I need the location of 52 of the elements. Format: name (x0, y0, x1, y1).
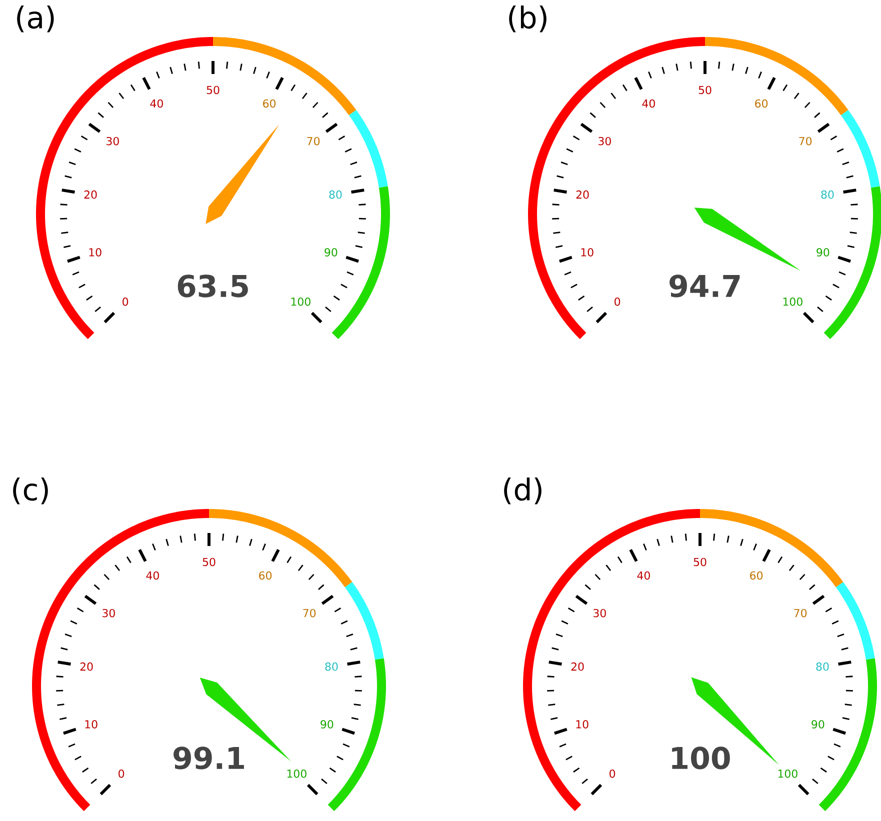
text: 70 (307, 136, 320, 146)
text: 70 (303, 608, 316, 618)
chart-title: (c) (13, 478, 48, 504)
text: 70 (799, 136, 812, 146)
text: 80 (329, 190, 342, 199)
text: 60 (750, 571, 763, 580)
text: 20 (571, 662, 584, 671)
text: 30 (598, 136, 611, 146)
text: 40 (146, 571, 159, 580)
text: 90 (812, 720, 824, 728)
text: 60 (259, 571, 272, 580)
text: 0 (614, 298, 620, 306)
text: 90 (320, 720, 334, 728)
text: 40 (642, 99, 655, 108)
text: 20 (80, 662, 93, 671)
text: 40 (637, 571, 650, 580)
text: 90 (816, 248, 830, 256)
text: 80 (816, 662, 829, 671)
text: 80 (325, 662, 338, 671)
text: 50 (698, 86, 712, 94)
text: 63.5 (178, 274, 248, 298)
text: 70 (794, 608, 807, 618)
text: 100 (672, 746, 730, 770)
text: 60 (263, 99, 276, 108)
chart-title: (d) (504, 478, 542, 504)
text: 99.1 (174, 746, 244, 770)
text: 60 (755, 99, 768, 108)
text: 0 (118, 770, 124, 778)
text: 30 (106, 136, 119, 146)
chart-title: (a) (17, 6, 54, 32)
text: 20 (84, 190, 97, 199)
text: 10 (576, 720, 588, 728)
text: 94.7 (670, 274, 740, 298)
text: 50 (694, 558, 706, 566)
chart-title: (b) (509, 6, 546, 32)
text: 10 (85, 720, 98, 728)
text: 30 (594, 608, 606, 618)
text: 100 (287, 770, 306, 778)
text: 30 (102, 608, 115, 618)
text: 0 (122, 298, 128, 306)
text: 80 (821, 190, 834, 199)
text: 10 (581, 248, 594, 256)
text: 50 (206, 86, 220, 94)
text: 40 (150, 99, 163, 108)
text: 50 (202, 558, 216, 566)
text: 100 (783, 298, 802, 306)
text: 90 (324, 248, 338, 256)
text: 100 (291, 298, 310, 306)
text: 20 (576, 190, 589, 199)
text: 10 (89, 248, 102, 256)
text: 0 (610, 770, 616, 778)
text: 100 (778, 770, 798, 778)
